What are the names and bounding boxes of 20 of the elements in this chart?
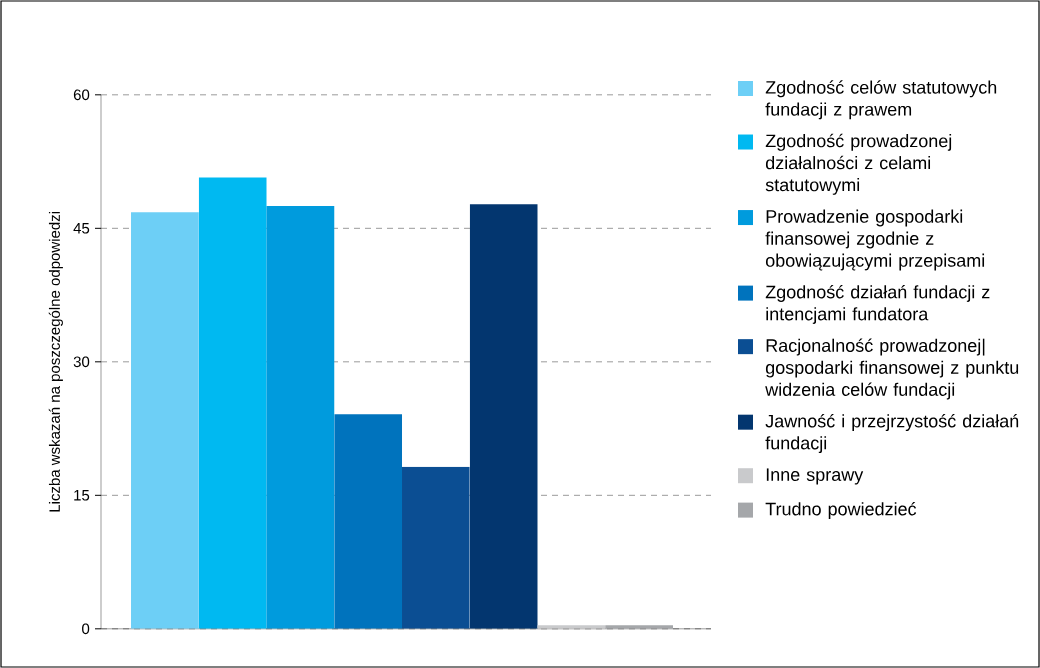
legend-label: Trudno powiedzieć	[765, 501, 917, 519]
y-tick-label: 45	[73, 223, 90, 234]
y-tick-label: 0	[82, 623, 90, 635]
y-tick-label: 15	[74, 490, 90, 501]
bar	[334, 414, 403, 629]
legend-label: Jawność i przejrzystość działań fundacji	[765, 414, 1019, 454]
y-axis-title: Liczba wskazań na poszczególne odpowiedzi	[48, 211, 63, 512]
bar	[402, 466, 470, 629]
bar	[131, 212, 199, 629]
bar	[266, 206, 335, 629]
y-tick-label: 60	[73, 89, 90, 101]
legend-label: Inne sprawy	[766, 468, 864, 485]
legend-label: Zgodność celów statutowych fundacji z prawem	[765, 80, 997, 120]
legend-label: Racjonalność prowadzonej| gospodarki finansowej z punktu widzenia celów fundacji	[765, 338, 1019, 400]
y-tick-label: 30	[73, 356, 90, 368]
legend-label: Zgodność działań fundacji z intencjami fundatora	[765, 284, 990, 324]
legend-label: Zgodność prowadzonej działalności z celami statutowymi	[765, 133, 952, 195]
bar	[198, 177, 267, 629]
legend-label: Prowadzenie gospodarki finansowej zgodnie z obowiązującymi przepisami	[765, 209, 985, 271]
bar	[469, 204, 538, 629]
